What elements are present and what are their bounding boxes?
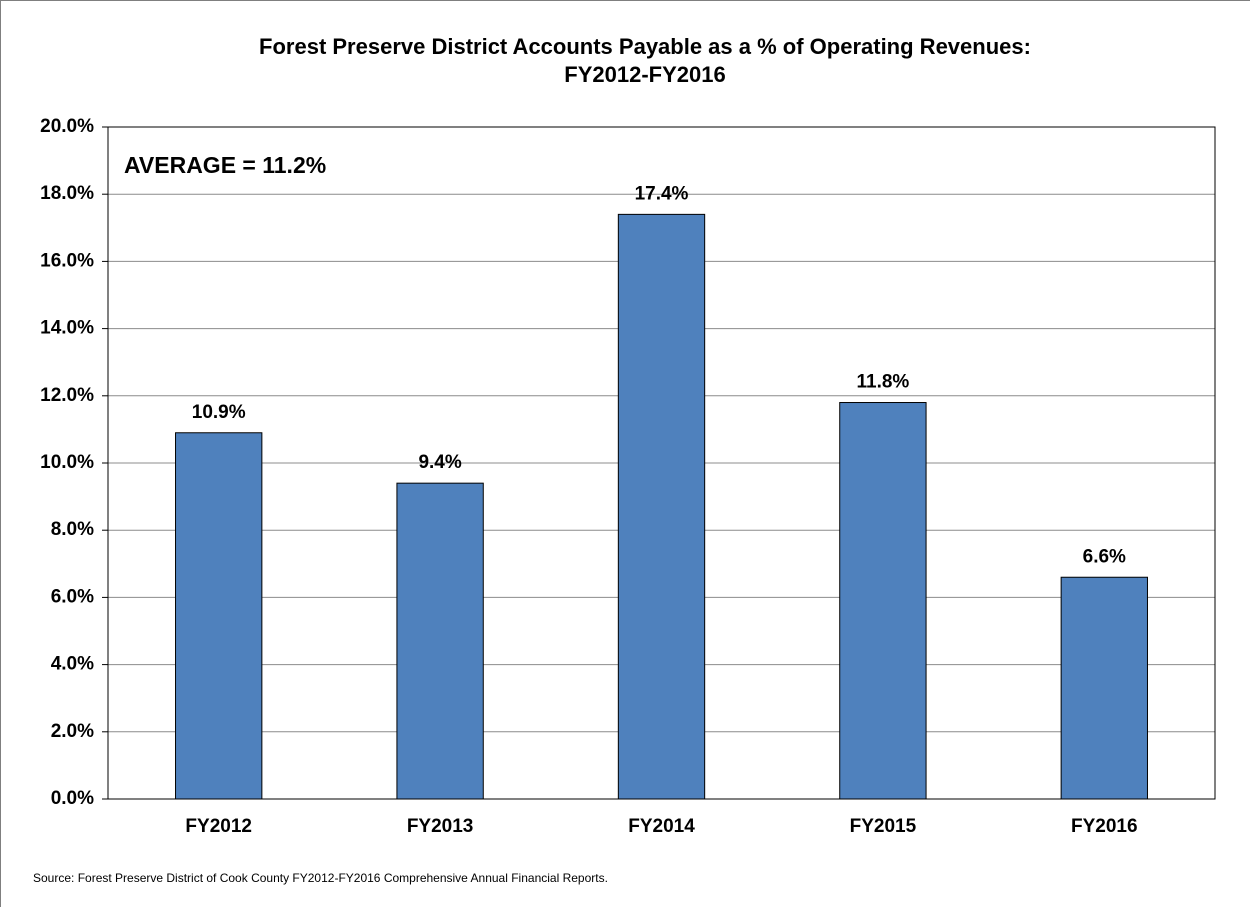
- x-tick-label: FY2015: [850, 816, 917, 837]
- bar: [839, 402, 927, 800]
- bar: [396, 482, 484, 800]
- y-tick-label: 20.0%: [40, 116, 94, 137]
- chart-title: Forest Preserve District Accounts Payabl…: [259, 34, 1031, 59]
- data-label: 9.4%: [418, 452, 461, 473]
- x-tick-label: FY2016: [1071, 816, 1138, 837]
- y-tick-label: 12.0%: [40, 385, 94, 406]
- bar: [175, 432, 263, 800]
- y-tick-label: 14.0%: [40, 318, 94, 339]
- bar: [617, 213, 706, 800]
- y-tick-label: 18.0%: [40, 183, 94, 204]
- bar: [1060, 576, 1148, 800]
- data-label: 17.4%: [635, 183, 689, 204]
- x-tick-label: FY2013: [407, 816, 474, 837]
- y-tick-label: 10.0%: [40, 452, 94, 473]
- x-tick-label: FY2014: [628, 816, 695, 837]
- annotation: AVERAGE = 11.2%: [124, 152, 326, 178]
- y-tick-label: 16.0%: [40, 250, 94, 271]
- y-tick-label: 2.0%: [51, 721, 94, 742]
- y-tick-label: 0.0%: [51, 788, 94, 809]
- y-tick-label: 6.0%: [51, 586, 94, 607]
- y-tick-label: 8.0%: [51, 519, 94, 540]
- source-note: Source: Forest Preserve District of Cook…: [33, 871, 608, 885]
- y-tick-label: 4.0%: [51, 654, 94, 675]
- data-label: 11.8%: [856, 372, 909, 393]
- data-label: 10.9%: [192, 402, 246, 423]
- chart-title: FY2012-FY2016: [564, 62, 725, 87]
- data-label: 6.6%: [1083, 546, 1126, 567]
- x-tick-label: FY2012: [185, 816, 252, 837]
